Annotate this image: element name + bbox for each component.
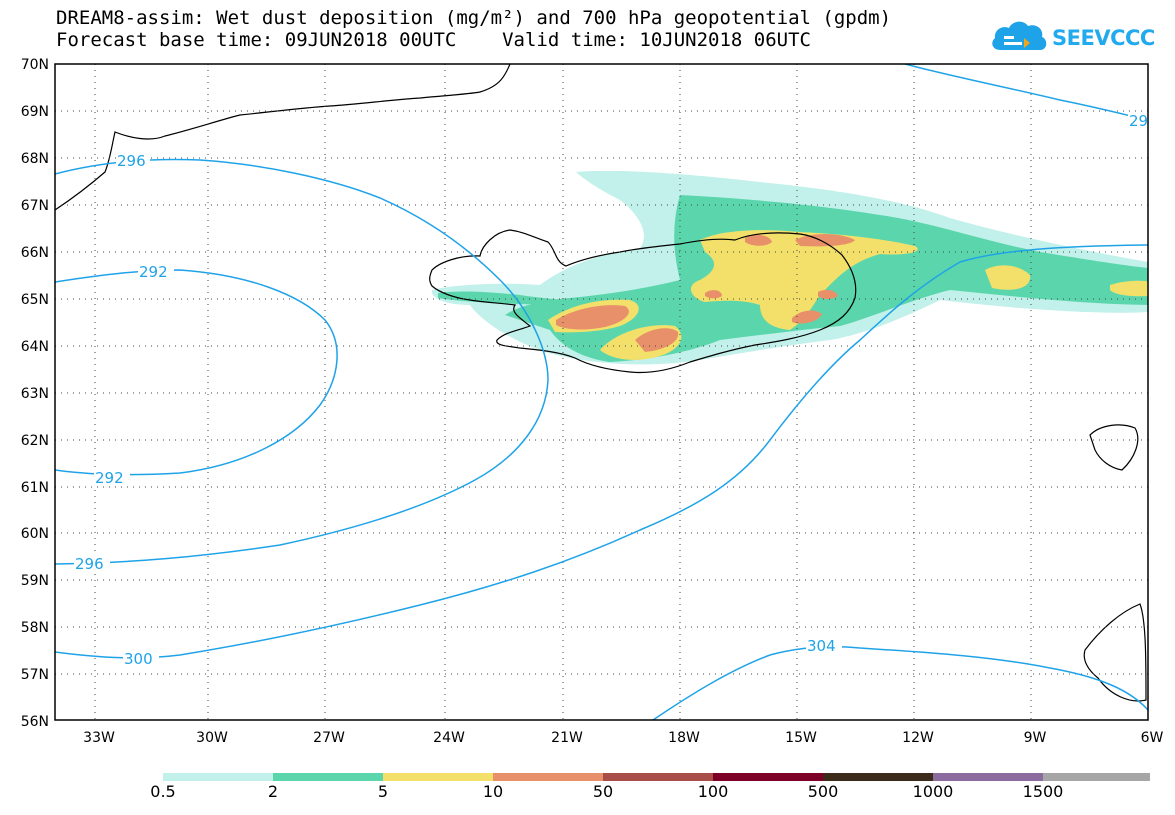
dust-shading	[431, 170, 1148, 365]
colorbar-swatch	[603, 773, 713, 781]
colorbar-label: 50	[592, 782, 614, 801]
colorbar-label: 1000	[912, 782, 954, 801]
colorbar-swatch	[713, 773, 823, 781]
lat-label: 57N	[21, 667, 49, 683]
lat-label: 59N	[21, 573, 49, 589]
lat-label: 60N	[21, 526, 49, 542]
logo-text: SEEVCCC	[1052, 26, 1155, 50]
lat-label: 66N	[21, 245, 49, 261]
colorbar-swatch	[933, 773, 1043, 781]
contour-label: 300	[124, 650, 153, 668]
lon-label: 15W	[785, 730, 817, 746]
dust-layer-5d	[985, 265, 1031, 290]
map-title: DREAM8-assim: Wet dust deposition (mg/m²…	[56, 7, 892, 29]
lon-label: 33W	[83, 730, 115, 746]
colorbar-swatch	[383, 773, 493, 781]
dust-layer-2b	[438, 291, 575, 305]
lat-label: 70N	[21, 57, 49, 73]
colorbar	[163, 773, 1150, 781]
colorbar-label: 1500	[1022, 782, 1064, 801]
lon-label: 6W	[1141, 730, 1164, 746]
colorbar-label: 100	[697, 782, 729, 801]
lon-label: 18W	[668, 730, 700, 746]
dust-layer-5e	[1110, 280, 1148, 297]
dust-layer-10c	[745, 234, 772, 246]
colorbar-label: 5	[377, 782, 389, 801]
graticule	[55, 64, 1148, 720]
contour-29x-ne	[904, 64, 1148, 121]
lon-label: 27W	[313, 730, 345, 746]
lat-label: 64N	[21, 339, 49, 355]
contour-296-north	[55, 158, 549, 565]
colorbar-swatch	[163, 773, 273, 781]
contour-300	[55, 244, 1148, 659]
contour-304	[652, 645, 1148, 720]
geopotential-contours	[55, 64, 1148, 720]
contour-label: 296	[75, 555, 104, 573]
lat-label: 61N	[21, 480, 49, 496]
contour-labels: 296 292 292 296 300 304 29	[74, 112, 1148, 668]
contour-label: 292	[95, 469, 124, 487]
contour-292	[55, 269, 338, 476]
colorbar-swatch	[823, 773, 933, 781]
colorbar-swatch	[1043, 773, 1150, 781]
lon-label: 30W	[196, 730, 228, 746]
latitude-labels: 70N 69N 68N 67N 66N 65N 64N 63N 62N 61N …	[21, 57, 49, 730]
lat-label: 65N	[21, 292, 49, 308]
iceland-coastline	[429, 229, 857, 374]
dust-layer-5	[690, 230, 918, 330]
colorbar-swatch	[493, 773, 603, 781]
longitude-labels: 33W 30W 27W 24W 21W 18W 15W 12W 9W 6W	[83, 730, 1163, 746]
seevccc-logo: SEEVCCC	[990, 14, 1155, 58]
contour-label: 29	[1129, 112, 1148, 130]
lon-label: 21W	[551, 730, 583, 746]
lat-label: 69N	[21, 104, 49, 120]
plot-frame	[54, 63, 1149, 721]
colorbar-swatch	[273, 773, 383, 781]
lat-label: 62N	[21, 433, 49, 449]
greenland-coastline	[55, 64, 511, 211]
dust-layer-10d	[795, 234, 855, 247]
lat-label: 68N	[21, 151, 49, 167]
contour-label: 292	[139, 263, 168, 281]
cloud-icon	[992, 21, 1047, 50]
lon-label: 12W	[902, 730, 934, 746]
lon-label: 24W	[433, 730, 465, 746]
colorbar-label: 10	[482, 782, 504, 801]
lat-label: 56N	[21, 714, 49, 730]
lat-label: 58N	[21, 620, 49, 636]
colorbar-label: 2	[267, 782, 279, 801]
contour-label: 296	[117, 152, 146, 170]
contour-label: 304	[807, 637, 836, 655]
colorbar-label: 0.5	[150, 782, 176, 801]
map-subtitle: Forecast base time: 09JUN2018 00UTC Vali…	[56, 29, 811, 51]
dust-layer-10	[556, 305, 629, 330]
dust-layer-10f	[818, 289, 838, 299]
lat-label: 63N	[21, 386, 49, 402]
lon-label: 9W	[1024, 730, 1047, 746]
colorbar-label: 500	[807, 782, 839, 801]
coastlines	[55, 64, 1147, 702]
dust-layer-10g	[705, 290, 722, 299]
dust-layer-10e	[792, 310, 822, 324]
lat-label: 67N	[21, 198, 49, 214]
faroe-scotland-coastline	[1083, 424, 1147, 702]
